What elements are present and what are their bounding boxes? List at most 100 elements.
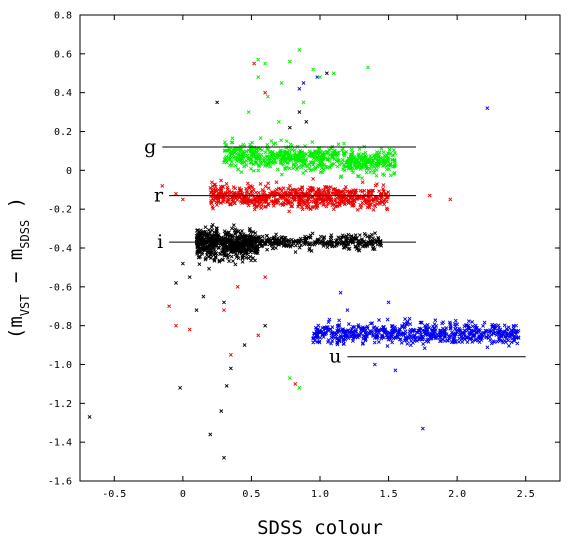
outlier-point-r <box>222 308 226 313</box>
data-point-u <box>395 333 400 338</box>
data-point-u <box>337 322 342 327</box>
data-point-u <box>320 329 325 334</box>
data-point-i <box>200 250 205 255</box>
data-point-i <box>290 243 295 248</box>
data-point-r <box>358 196 362 201</box>
data-point-g <box>227 163 232 168</box>
data-point-r <box>371 188 376 193</box>
data-point-u <box>451 331 456 336</box>
data-point-u <box>335 328 339 333</box>
data-point-g <box>372 162 377 167</box>
data-point-u <box>341 327 345 331</box>
x-tick-label: 1.5 <box>380 489 398 500</box>
data-point-u <box>417 335 422 340</box>
data-point-i <box>302 236 307 241</box>
data-point-u <box>321 335 326 339</box>
data-points <box>87 48 521 460</box>
data-point-i <box>251 256 255 260</box>
outlier-point-g <box>263 61 268 66</box>
outlier-point-i <box>224 383 229 388</box>
data-point-u <box>510 329 514 334</box>
data-point-i <box>233 227 238 232</box>
data-point-g <box>261 158 266 163</box>
data-point-u <box>403 335 408 340</box>
data-point-i <box>273 246 278 250</box>
data-point-g <box>340 148 345 153</box>
data-point-r <box>294 187 299 192</box>
data-point-r <box>259 197 264 202</box>
data-point-r <box>315 203 319 208</box>
data-point-g <box>224 143 228 147</box>
data-point-i <box>371 245 376 250</box>
outlier-point-g <box>301 100 306 105</box>
data-point-g <box>249 161 254 166</box>
data-point-g <box>222 148 227 153</box>
data-point-r <box>355 207 360 212</box>
data-point-r <box>336 190 341 195</box>
data-point-r <box>254 190 258 195</box>
data-point-u <box>372 325 377 329</box>
data-point-r <box>218 200 223 205</box>
data-point-g <box>309 160 314 165</box>
data-point-g <box>242 151 247 155</box>
data-point-u <box>469 336 474 341</box>
data-point-u <box>329 331 334 335</box>
data-point-u <box>458 331 463 336</box>
data-point-i <box>239 235 244 240</box>
data-point-r <box>297 200 302 205</box>
data-point-u <box>500 339 505 343</box>
data-point-r <box>294 191 299 196</box>
data-point-g <box>337 162 342 167</box>
data-point-g <box>284 150 289 155</box>
data-point-u <box>497 328 502 333</box>
data-point-i <box>357 233 362 238</box>
data-point-u <box>324 331 329 336</box>
data-point-i <box>357 248 362 253</box>
data-point-g <box>295 167 299 172</box>
y-tick-label: -1.0 <box>48 360 72 371</box>
data-point-i <box>369 232 374 237</box>
data-point-u <box>341 342 346 346</box>
y-axis-title-open: (m <box>5 316 27 339</box>
outlier-point-g <box>256 75 261 80</box>
data-point-u <box>484 329 489 334</box>
outlier-point-i <box>297 110 302 115</box>
data-point-r <box>325 196 330 201</box>
outlier-point-g <box>279 81 284 85</box>
data-point-i <box>252 247 256 252</box>
data-point-u <box>362 326 367 331</box>
data-point-g <box>292 148 297 153</box>
data-point-u <box>503 340 508 345</box>
outlier-point-g <box>331 71 336 76</box>
data-point-g <box>321 150 326 155</box>
data-point-g <box>391 148 396 153</box>
data-point-g <box>392 164 397 169</box>
data-point-r <box>308 191 313 196</box>
y-tick-label: -0.4 <box>48 244 72 255</box>
data-point-r <box>252 207 257 212</box>
data-point-u <box>331 334 336 339</box>
data-point-u <box>516 335 521 340</box>
data-point-u <box>374 334 379 339</box>
data-point-i <box>208 229 212 234</box>
outlier-point-r <box>167 304 172 309</box>
data-point-u <box>372 340 377 345</box>
y-axis-title-minus: − m <box>5 249 27 295</box>
data-point-r <box>384 206 389 211</box>
data-point-r <box>368 189 373 194</box>
data-point-i <box>354 236 359 241</box>
data-point-r <box>381 183 386 187</box>
data-point-u <box>502 323 507 328</box>
data-point-u <box>400 323 405 328</box>
data-point-r <box>254 204 259 209</box>
data-point-u <box>455 327 460 332</box>
data-point-r <box>308 207 313 211</box>
data-point-r <box>274 187 279 192</box>
data-point-u <box>335 340 339 345</box>
data-point-i <box>207 237 211 241</box>
data-point-u <box>512 339 517 343</box>
data-point-g <box>288 142 293 147</box>
data-point-g <box>279 172 284 177</box>
outlier-point-i <box>287 125 292 130</box>
data-point-i <box>236 256 241 261</box>
